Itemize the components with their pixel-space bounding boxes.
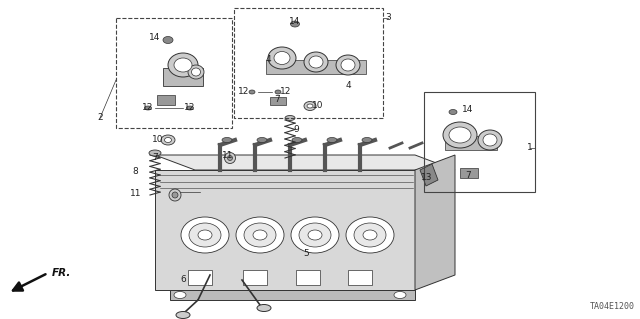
Ellipse shape (362, 137, 372, 143)
Ellipse shape (168, 53, 198, 77)
Bar (270, 97, 286, 105)
Ellipse shape (304, 52, 328, 72)
Ellipse shape (161, 135, 175, 145)
Ellipse shape (336, 55, 360, 75)
Ellipse shape (363, 230, 377, 240)
Ellipse shape (188, 65, 204, 79)
Ellipse shape (299, 223, 331, 247)
Text: 4: 4 (345, 80, 351, 90)
Ellipse shape (249, 90, 255, 94)
Text: 3: 3 (385, 13, 391, 23)
Text: 11: 11 (131, 189, 141, 197)
Polygon shape (420, 164, 438, 186)
Ellipse shape (483, 134, 497, 146)
Ellipse shape (274, 51, 290, 64)
Ellipse shape (478, 130, 502, 150)
Ellipse shape (244, 223, 276, 247)
Bar (348, 270, 372, 285)
Ellipse shape (225, 152, 236, 164)
Ellipse shape (189, 223, 221, 247)
Text: 12: 12 (142, 103, 154, 113)
Ellipse shape (354, 223, 386, 247)
Ellipse shape (257, 305, 271, 311)
Text: 13: 13 (421, 174, 433, 182)
Bar (234, 8, 383, 118)
Ellipse shape (186, 106, 193, 110)
Text: 9: 9 (293, 125, 299, 135)
Text: 12: 12 (238, 87, 250, 97)
Ellipse shape (285, 115, 295, 121)
Ellipse shape (394, 292, 406, 299)
Ellipse shape (227, 155, 232, 160)
Ellipse shape (304, 101, 316, 110)
Text: 7: 7 (274, 95, 280, 105)
Polygon shape (170, 290, 415, 300)
Ellipse shape (275, 90, 281, 94)
Text: 4: 4 (265, 56, 271, 64)
Bar (157, 95, 175, 105)
Bar (424, 92, 535, 192)
Text: 8: 8 (132, 167, 138, 176)
Text: 10: 10 (152, 136, 164, 145)
Ellipse shape (222, 137, 232, 143)
Ellipse shape (174, 292, 186, 299)
Ellipse shape (449, 127, 471, 143)
Text: 14: 14 (462, 106, 474, 115)
Ellipse shape (307, 104, 313, 108)
Ellipse shape (291, 217, 339, 253)
Ellipse shape (443, 122, 477, 148)
Ellipse shape (327, 137, 337, 143)
Bar (266, 60, 366, 74)
Ellipse shape (236, 217, 284, 253)
Ellipse shape (169, 189, 181, 201)
Bar (163, 68, 203, 86)
Ellipse shape (198, 230, 212, 240)
Text: 6: 6 (180, 276, 186, 285)
Ellipse shape (291, 21, 300, 27)
Text: 12: 12 (184, 103, 196, 113)
Ellipse shape (257, 137, 267, 143)
Bar (445, 136, 497, 150)
Text: TA04E1200: TA04E1200 (590, 302, 635, 311)
Text: 10: 10 (312, 100, 324, 109)
Text: 2: 2 (97, 114, 103, 122)
Text: 7: 7 (152, 153, 158, 162)
Text: 14: 14 (149, 33, 161, 42)
Ellipse shape (149, 150, 161, 156)
Ellipse shape (191, 68, 200, 76)
Ellipse shape (253, 230, 267, 240)
Ellipse shape (174, 58, 192, 72)
Text: 12: 12 (280, 87, 292, 97)
Ellipse shape (164, 137, 172, 143)
Text: 1: 1 (527, 144, 533, 152)
Bar (460, 168, 478, 178)
Ellipse shape (292, 137, 302, 143)
Text: 7: 7 (465, 170, 471, 180)
Bar (188, 270, 212, 285)
Bar (116, 18, 232, 128)
Ellipse shape (163, 36, 173, 43)
Ellipse shape (176, 311, 190, 318)
Ellipse shape (172, 192, 178, 198)
Polygon shape (155, 170, 415, 290)
Ellipse shape (181, 217, 229, 253)
Polygon shape (415, 155, 455, 290)
Text: 5: 5 (303, 249, 309, 257)
Ellipse shape (309, 56, 323, 68)
Ellipse shape (268, 47, 296, 69)
Text: 11: 11 (222, 151, 234, 160)
Ellipse shape (341, 59, 355, 71)
Ellipse shape (308, 230, 322, 240)
Bar (243, 270, 267, 285)
Ellipse shape (449, 109, 457, 115)
Ellipse shape (145, 106, 152, 110)
Text: FR.: FR. (52, 268, 72, 278)
Bar (296, 270, 320, 285)
Polygon shape (155, 155, 455, 170)
Text: 14: 14 (289, 18, 301, 26)
Ellipse shape (346, 217, 394, 253)
